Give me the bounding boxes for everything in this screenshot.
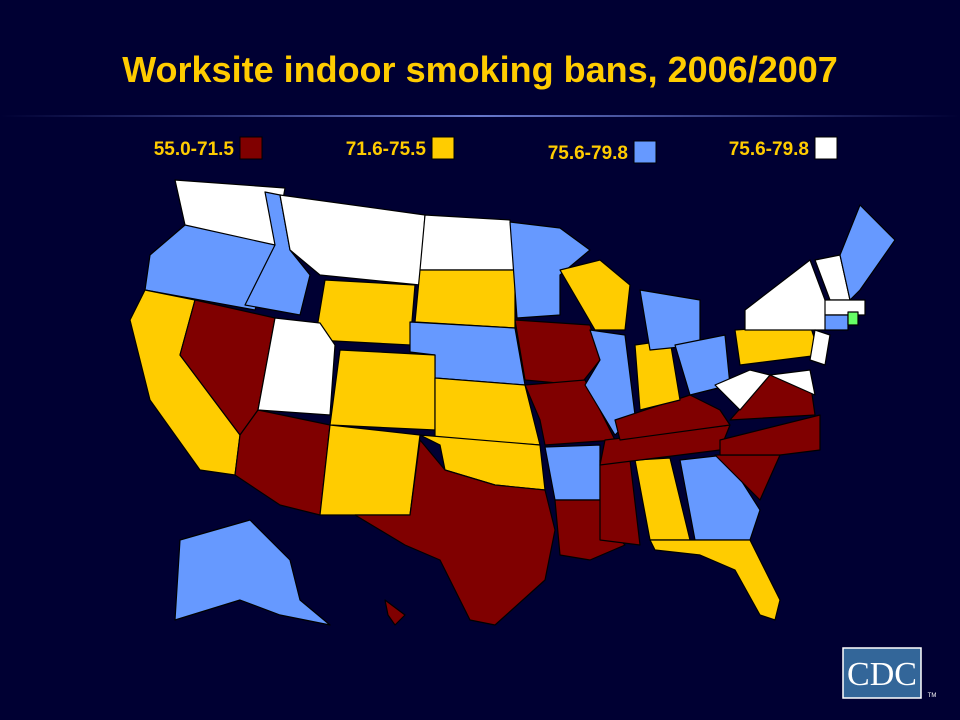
legend: 55.0-71.5 71.6-75.5 75.6-79.8 75.6-79.8 [154,136,838,164]
state [559,259,631,331]
state [384,599,406,626]
state [414,269,516,329]
state [514,319,601,386]
legend-label: 75.6-79.8 [729,139,809,160]
state [719,414,821,456]
state [809,329,831,366]
logo-box [842,647,922,699]
legend-swatch [239,136,263,160]
state [329,349,436,431]
state [847,311,859,326]
state [649,539,781,621]
legend-label: 71.6-75.5 [346,139,427,160]
state [509,221,591,319]
logo-text: CDC [847,656,917,693]
state [257,317,336,416]
state [319,424,421,516]
state [839,204,896,301]
state [419,214,516,271]
state [639,289,701,351]
state [174,519,331,626]
state [144,224,276,311]
title: Worksite indoor smoking bans, 2006/2007 [122,49,838,90]
logo-mark: TM [928,693,937,699]
legend-label: 55.0-71.5 [154,139,235,160]
state [769,369,816,396]
legend-swatch [633,140,657,164]
state [434,377,541,446]
state [354,439,556,626]
state [824,314,849,331]
state [314,279,416,346]
us-map [129,179,896,626]
state [824,299,866,316]
state [584,329,636,436]
legend-swatch [814,136,838,160]
legend-label: 75.6-79.8 [548,143,628,164]
title-rule [0,115,960,117]
state [544,444,601,501]
legend-swatch [431,136,455,160]
logo: CDC TM [842,647,937,699]
state [279,194,426,286]
